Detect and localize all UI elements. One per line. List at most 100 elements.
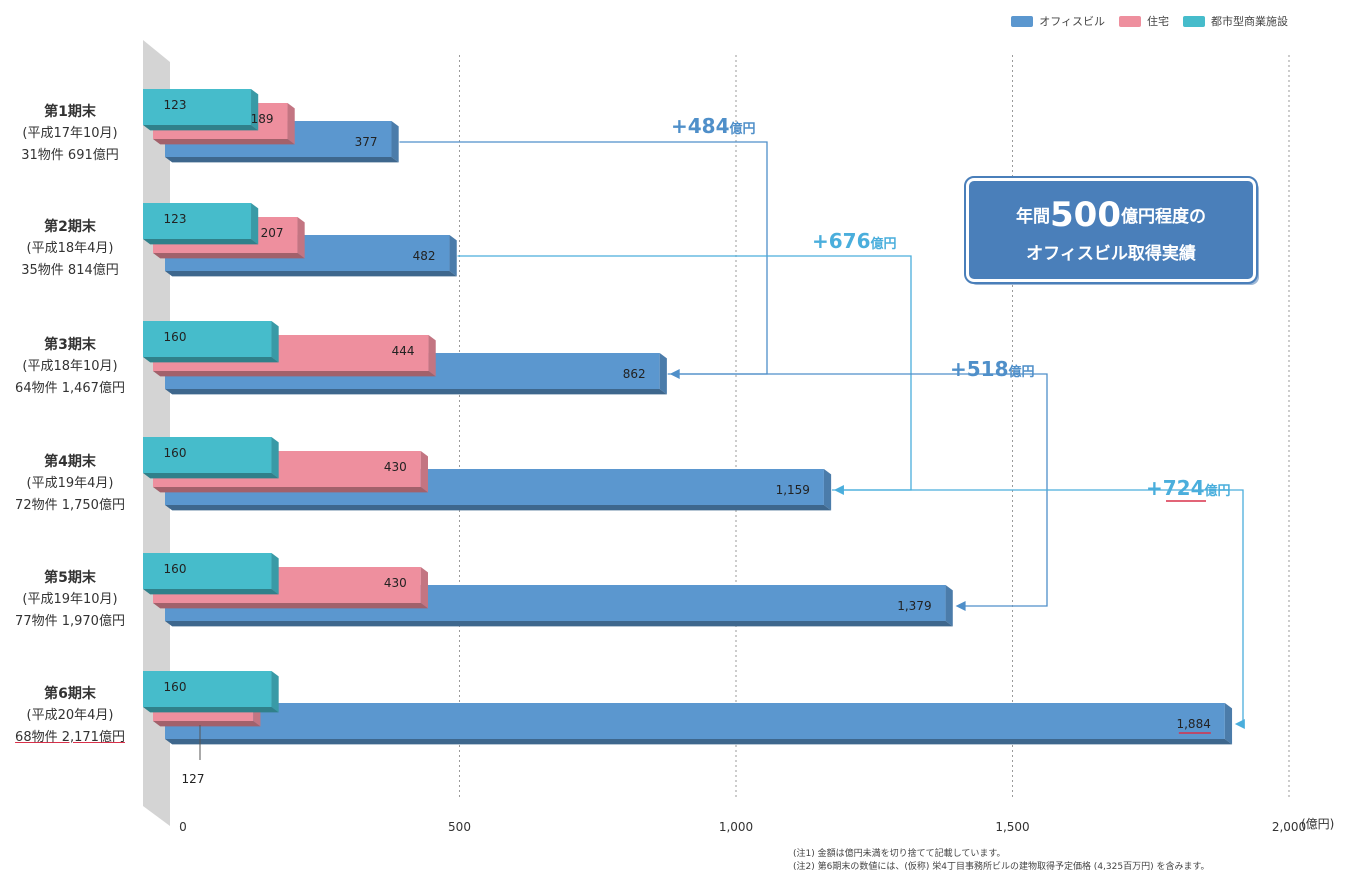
bar-bottom	[165, 505, 832, 511]
legend-swatch-retail	[1183, 15, 1205, 27]
row-period: (平成18年4月)	[26, 241, 114, 256]
annotation-number: +518	[950, 357, 1009, 381]
bar-face	[143, 553, 272, 589]
bar-side	[391, 121, 399, 163]
bar-bottom	[165, 157, 399, 163]
row-period: (平成19年4月)	[26, 476, 114, 491]
annotation-label: +724億円	[1146, 476, 1231, 500]
row-period: (平成20年4月)	[26, 708, 114, 723]
annotation-number: +724	[1146, 476, 1205, 500]
bar-face	[165, 703, 1225, 739]
callout-prefix: 年間	[1016, 207, 1050, 227]
legend-label-retail: 都市型商業施設	[1211, 15, 1288, 28]
data-label-retail: 123	[164, 212, 187, 226]
bar-side	[823, 469, 832, 511]
bar-bottom	[143, 125, 259, 131]
row-title: 第2期末	[44, 219, 96, 235]
data-label-retail: 160	[164, 680, 187, 694]
bar-side	[428, 335, 436, 377]
bar-face	[143, 89, 252, 125]
bar-side	[659, 353, 667, 395]
bar-side	[251, 89, 259, 131]
bar-bottom	[153, 487, 428, 493]
row-summary: 35物件 814億円	[21, 263, 119, 278]
callout-number: 500	[1050, 195, 1121, 235]
row-label-2: 第2期末 (平成18年4月) 35物件 814億円	[0, 216, 140, 282]
data-label-retail: 160	[164, 446, 187, 460]
x-tick-label: 500	[448, 820, 471, 834]
annotation-unit: 億円	[730, 121, 756, 137]
annotation-unit: 億円	[1009, 364, 1035, 380]
data-label-office: 1,159	[776, 483, 810, 497]
bar-bottom	[165, 621, 953, 627]
bar-face	[143, 437, 272, 473]
bar-side	[420, 451, 428, 493]
bar-bottom	[143, 239, 259, 245]
bar-bottom	[143, 473, 279, 479]
annotation-label: +484億円	[671, 114, 756, 138]
x-tick-label: 2,000	[1272, 820, 1306, 834]
bar-side	[945, 585, 953, 627]
bar-bottom	[143, 707, 279, 713]
bar-retail	[143, 553, 279, 595]
row-title: 第6期末	[44, 686, 96, 702]
annotation-number: +484	[671, 114, 730, 138]
legend-swatch-office	[1011, 15, 1034, 27]
row-label-6: 第6期末 (平成20年4月) 68物件 2,171億円	[0, 683, 140, 749]
data-label-residential: 430	[384, 576, 407, 590]
row-period: (平成19年10月)	[22, 592, 118, 607]
legend-label-office: オフィスビル	[1039, 15, 1105, 28]
annotation-label: +518億円	[950, 357, 1035, 381]
row-summary: 72物件 1,750億円	[15, 498, 125, 513]
bar-bottom	[153, 253, 305, 259]
bar-retail	[143, 437, 279, 479]
row-summary: 31物件 691億円	[21, 148, 119, 163]
row-period: (平成17年10月)	[22, 126, 118, 141]
row-period: (平成18年10月)	[22, 359, 118, 374]
legend-item-office: オフィスビル	[1011, 13, 1105, 29]
bar-face	[143, 671, 272, 707]
footnotes: (注1) 金額は億円未満を切り捨てて記載しています。 (注2) 第6期末の数値に…	[793, 848, 1210, 874]
data-label-residential: 444	[392, 344, 415, 358]
data-label-residential: 127	[182, 772, 205, 786]
bar-side	[271, 321, 279, 363]
bar-bottom	[165, 389, 667, 395]
data-label-office: 1,379	[897, 599, 931, 613]
data-label-retail: 160	[164, 330, 187, 344]
data-label-residential: 189	[251, 112, 274, 126]
row-title: 第4期末	[44, 454, 96, 470]
annotation-arrowhead	[955, 601, 966, 611]
bar-retail	[143, 321, 279, 363]
bar-side	[271, 671, 279, 713]
row-label-4: 第4期末 (平成19年4月) 72物件 1,750億円	[0, 451, 140, 517]
annotation-number: +676	[812, 229, 871, 253]
bar-bottom	[153, 721, 261, 727]
data-label-retail: 160	[164, 562, 187, 576]
annotation-unit: 億円	[1205, 483, 1231, 499]
x-tick-label: 0	[179, 820, 187, 834]
bar-retail	[143, 89, 259, 131]
bar-retail	[143, 203, 259, 245]
row-label-1: 第1期末 (平成17年10月) 31物件 691億円	[0, 101, 140, 167]
row-label-5: 第5期末 (平成19年10月) 77物件 1,970億円	[0, 567, 140, 633]
legend-item-residential: 住宅	[1119, 13, 1169, 29]
bar-side	[420, 567, 428, 609]
legend-label-residential: 住宅	[1147, 15, 1169, 28]
legend-item-retail: 都市型商業施設	[1183, 13, 1288, 29]
data-label-retail: 123	[164, 98, 187, 112]
row-summary: 64物件 1,467億円	[15, 381, 125, 396]
bar-bottom	[153, 139, 295, 145]
bar-bottom	[153, 603, 428, 609]
axis-unit: (億円)	[1301, 817, 1335, 831]
footnote-1: (注1) 金額は億円未満を切り捨てて記載しています。	[793, 849, 1006, 859]
bar-side	[449, 235, 457, 277]
annotation-label: +676億円	[812, 229, 897, 253]
data-label-office: 862	[623, 367, 646, 381]
row-summary: 68物件 2,171億円	[15, 730, 125, 745]
x-tick-label: 1,500	[995, 820, 1029, 834]
annotation-unit: 億円	[871, 236, 897, 252]
row-title: 第1期末	[44, 104, 96, 120]
bar-side	[287, 103, 295, 145]
bar-bottom	[165, 739, 1233, 745]
